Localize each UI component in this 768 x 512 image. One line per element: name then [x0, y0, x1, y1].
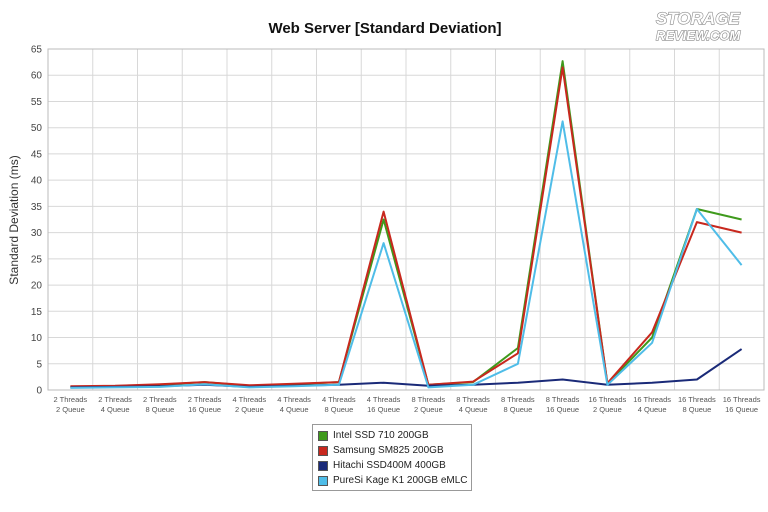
storagereview-logo: STORAGE REVIEW.COM — [655, 8, 742, 43]
legend-swatch-intel — [318, 430, 328, 441]
legend-item: Hitachi SSD400M 400GB — [318, 458, 466, 473]
y-tick-label: 50 — [31, 123, 43, 134]
legend-item: Intel SSD 710 200GB — [318, 428, 466, 443]
legend-swatch-samsung — [318, 445, 328, 456]
y-tick-label: 65 — [31, 45, 43, 56]
x-tick-label: 4 Threads — [233, 395, 267, 404]
legend-swatch-hitachi — [318, 460, 328, 471]
x-tick-label: 2 Queue — [235, 405, 264, 414]
x-tick-label: 4 Queue — [638, 405, 667, 414]
x-tick-label: 8 Queue — [324, 405, 353, 414]
y-tick-label: 55 — [31, 97, 43, 108]
y-tick-label: 35 — [31, 202, 43, 213]
x-tick-label: 2 Threads — [188, 395, 222, 404]
x-tick-label: 16 Queue — [188, 405, 221, 414]
y-tick-label: 15 — [31, 307, 43, 318]
y-tick-label: 5 — [36, 359, 42, 370]
logo-line1: STORAGE — [656, 9, 740, 28]
x-tick-label: 8 Queue — [682, 405, 711, 414]
x-tick-label: 2 Queue — [414, 405, 443, 414]
x-tick-label: 4 Threads — [322, 395, 356, 404]
y-tick-label: 20 — [31, 281, 43, 292]
x-tick-label: 4 Queue — [101, 405, 130, 414]
legend-label: PureSi Kage K1 200GB eMLC — [333, 475, 468, 486]
grid-lines — [47, 48, 765, 391]
logo-line2: REVIEW.COM — [656, 28, 741, 43]
x-tick-label: 2 Threads — [54, 395, 88, 404]
x-tick-label: 2 Queue — [593, 405, 622, 414]
chart-title: Web Server [Standard Deviation] — [268, 20, 501, 37]
series-lines — [70, 60, 743, 389]
y-axis-label: Standard Deviation (ms) — [7, 155, 21, 284]
x-tick-label: 16 Threads — [588, 395, 626, 404]
x-tick-label: 8 Threads — [412, 395, 446, 404]
legend-swatch-puresi — [318, 475, 328, 486]
y-tick-label: 0 — [36, 386, 42, 397]
x-tick-label: 16 Threads — [723, 395, 761, 404]
y-tick-label: 40 — [31, 176, 43, 187]
legend-label: Intel SSD 710 200GB — [333, 430, 429, 441]
x-tick-label: 16 Queue — [725, 405, 758, 414]
x-tick-label: 8 Queue — [145, 405, 174, 414]
x-tick-label: 2 Queue — [56, 405, 85, 414]
x-tick-label: 8 Threads — [546, 395, 580, 404]
y-tick-label: 25 — [31, 254, 43, 265]
x-tick-label: 16 Queue — [546, 405, 579, 414]
x-tick-label: 16 Threads — [633, 395, 671, 404]
y-tick-label: 45 — [31, 149, 43, 160]
legend-item: Samsung SM825 200GB — [318, 443, 466, 458]
x-tick-label: 4 Threads — [277, 395, 311, 404]
x-tick-label: 4 Queue — [459, 405, 488, 414]
x-tick-label: 8 Queue — [503, 405, 532, 414]
plot-area — [47, 48, 765, 391]
x-tick-label: 4 Queue — [280, 405, 309, 414]
y-tick-label: 10 — [31, 333, 43, 344]
x-tick-label: 2 Threads — [98, 395, 132, 404]
series-line-3 — [70, 120, 743, 389]
x-tick-label: 4 Threads — [367, 395, 401, 404]
y-tick-label: 60 — [31, 71, 43, 82]
x-tick-label: 16 Queue — [367, 405, 400, 414]
x-tick-label: 16 Threads — [678, 395, 716, 404]
y-tick-labels: 0 5 10 15 20 25 30 35 40 45 50 55 60 65 — [31, 45, 43, 397]
x-tick-label: 8 Threads — [501, 395, 535, 404]
x-tick-label: 8 Threads — [456, 395, 490, 404]
x-tick-label: 2 Threads — [143, 395, 177, 404]
legend-label: Hitachi SSD400M 400GB — [333, 460, 446, 471]
legend: Intel SSD 710 200GB Samsung SM825 200GB … — [312, 424, 472, 491]
legend-item: PureSi Kage K1 200GB eMLC — [318, 473, 468, 488]
series-line-1 — [70, 66, 742, 388]
legend-label: Samsung SM825 200GB — [333, 445, 444, 456]
y-tick-label: 30 — [31, 228, 43, 239]
